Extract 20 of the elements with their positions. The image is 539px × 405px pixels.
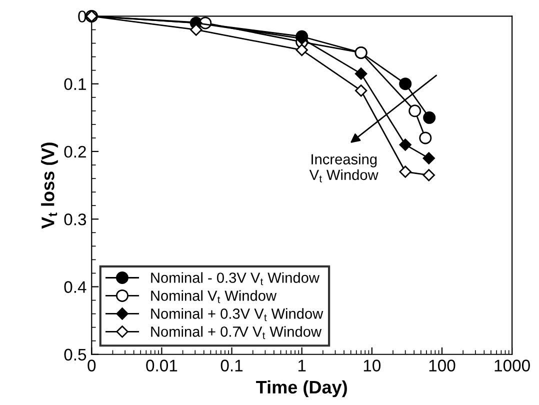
legend-label: Nominal + 0.7V V$_{t}$ Window — [151, 326, 322, 340]
y-tick-label: 0.2 — [64, 146, 86, 158]
y-axis-title: V$_{t}$ loss (V) — [41, 142, 58, 229]
y-tick-label: 0.1 — [64, 78, 86, 90]
x-tick-label: 0.1 — [220, 360, 243, 372]
annotation: Increasing V$_{t}$ Window — [309, 154, 378, 182]
legend-label: Nominal - 0.3V V$_{t}$ Window — [151, 272, 320, 286]
legend-label: Nominal V$_{t}$ Window — [151, 290, 277, 304]
y-tick-label: 0.3 — [64, 214, 86, 226]
x-tick-label: 0.01 — [146, 360, 178, 372]
x-tick-label: 1 — [298, 360, 306, 372]
x-tick-label: 100 — [429, 360, 456, 372]
x-tick-label: 1000 — [494, 360, 530, 372]
x-tick-label: 0 — [88, 360, 96, 372]
y-tick-label: 0.5 — [64, 348, 86, 361]
x-axis-title: Time (Day) — [256, 380, 347, 398]
x-tick-label: 10 — [364, 360, 381, 372]
legend-label: Nominal + 0.3V V$_{t}$ Window — [151, 308, 324, 322]
y-tick-label: 0 — [78, 10, 86, 22]
y-tick-label: 0.4 — [64, 281, 86, 293]
